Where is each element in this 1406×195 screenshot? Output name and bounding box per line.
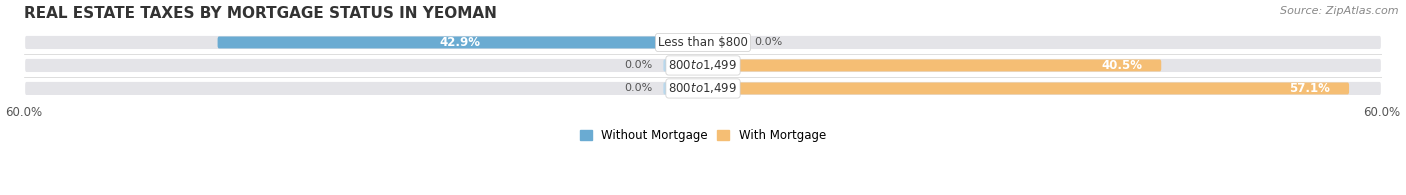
Text: 40.5%: 40.5% bbox=[1101, 59, 1142, 72]
FancyBboxPatch shape bbox=[664, 59, 703, 71]
Legend: Without Mortgage, With Mortgage: Without Mortgage, With Mortgage bbox=[581, 129, 825, 142]
FancyBboxPatch shape bbox=[703, 82, 1350, 94]
Text: Source: ZipAtlas.com: Source: ZipAtlas.com bbox=[1281, 6, 1399, 16]
Text: $800 to $1,499: $800 to $1,499 bbox=[668, 82, 738, 96]
FancyBboxPatch shape bbox=[24, 58, 1382, 73]
Text: $800 to $1,499: $800 to $1,499 bbox=[668, 58, 738, 73]
Text: 57.1%: 57.1% bbox=[1289, 82, 1330, 95]
FancyBboxPatch shape bbox=[703, 59, 1161, 71]
FancyBboxPatch shape bbox=[24, 35, 1382, 50]
FancyBboxPatch shape bbox=[218, 36, 703, 48]
Text: 0.0%: 0.0% bbox=[624, 60, 652, 70]
Text: 42.9%: 42.9% bbox=[440, 36, 481, 49]
FancyBboxPatch shape bbox=[664, 82, 703, 94]
Text: 0.0%: 0.0% bbox=[624, 83, 652, 93]
Text: REAL ESTATE TAXES BY MORTGAGE STATUS IN YEOMAN: REAL ESTATE TAXES BY MORTGAGE STATUS IN … bbox=[24, 5, 496, 20]
Text: 0.0%: 0.0% bbox=[754, 37, 782, 47]
FancyBboxPatch shape bbox=[24, 81, 1382, 96]
Text: Less than $800: Less than $800 bbox=[658, 36, 748, 49]
